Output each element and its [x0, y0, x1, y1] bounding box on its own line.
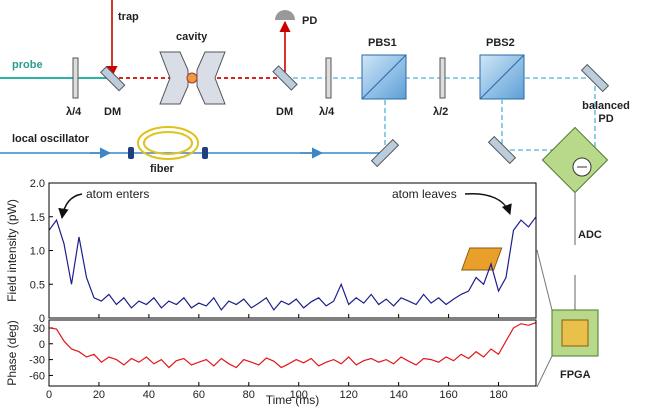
label: FPGA: [560, 369, 591, 381]
fiber-coil: [143, 131, 193, 155]
data-line: [48, 322, 537, 369]
dichroic-mirror: [272, 65, 298, 91]
pbs-diagonal: [361, 54, 407, 100]
label: DM: [276, 106, 293, 118]
y-tick-label: 1.5: [30, 212, 45, 224]
label: probe: [12, 59, 43, 71]
y-tick-label: 2.0: [30, 178, 45, 190]
waveplate: [325, 57, 332, 99]
balanced-pd: [541, 126, 609, 194]
x-tick-label: 100: [290, 389, 308, 401]
x-tick-label: 160: [439, 389, 457, 401]
annotation: atom leaves: [392, 187, 457, 201]
data-line: [48, 216, 537, 311]
label: PBS1: [368, 37, 397, 49]
y-tick-label: -60: [29, 370, 45, 382]
annotation: atom enters: [86, 187, 149, 201]
dichroic-mirror: [99, 65, 126, 92]
label: λ/2: [433, 106, 448, 118]
x-tick-label: 20: [93, 389, 105, 401]
label: DM: [104, 106, 121, 118]
x-tick-label: 140: [389, 389, 407, 401]
zoom-line: [536, 249, 553, 311]
label: cavity: [176, 31, 208, 43]
atom: [186, 72, 198, 84]
charts: atom enters atom leaves 0 0.5 1.0 1.5 2.0 Fie…: [5, 178, 537, 407]
label: ADC: [578, 229, 602, 241]
plot-frame: [48, 319, 537, 387]
y-tick-label: 0.5: [30, 279, 45, 291]
label: λ/4: [66, 106, 82, 118]
x-tick-label: 80: [243, 389, 255, 401]
x-tick-label: 40: [143, 389, 155, 401]
pd-icon: [275, 10, 295, 20]
mirror: [370, 138, 400, 168]
x-tick-label: 60: [193, 389, 205, 401]
waveplate: [72, 57, 79, 99]
label: trap: [118, 11, 139, 23]
y-tick-label: 1.0: [30, 246, 45, 258]
label: PBS2: [486, 37, 515, 49]
x-axis-label: Time (ms): [266, 393, 320, 407]
fpga-chip: [561, 319, 589, 347]
x-tick-label: 180: [489, 389, 507, 401]
y-axis-label: Field intensity (pW): [5, 199, 19, 302]
adc-chip: [461, 247, 503, 271]
fiber-connector: [202, 147, 208, 159]
mirror: [487, 135, 517, 165]
y-tick-label: -30: [29, 355, 45, 367]
annotation-arrow: [58, 193, 83, 220]
plot-frame: [48, 182, 537, 319]
x-tick-label: 120: [340, 389, 358, 401]
y-axis-label: Phase (deg): [5, 320, 19, 385]
pbs-diagonal: [479, 54, 525, 100]
y-tick-label: 0: [39, 313, 45, 325]
setup-diagram: probe trap cavity PD PBS1 PBS2 λ/4 DM DM…: [0, 0, 610, 388]
label: balanced PD: [582, 100, 630, 125]
annotation-arrow: [464, 192, 512, 215]
x-tick-label: 0: [46, 389, 52, 401]
y-tick-label: 0: [39, 339, 45, 351]
fiber-connector: [128, 147, 134, 159]
label: fiber: [150, 163, 175, 175]
label: local oscillator: [12, 133, 90, 145]
fiber-coil: [137, 126, 199, 160]
zoom-line: [536, 355, 553, 388]
waveplate: [439, 57, 446, 99]
cavity-mirror: [159, 51, 189, 105]
y-tick-label: 30: [33, 323, 45, 335]
mirror: [580, 63, 610, 93]
label: λ/4: [319, 106, 335, 118]
cavity-mirror: [196, 51, 226, 105]
label: PD: [302, 15, 317, 27]
